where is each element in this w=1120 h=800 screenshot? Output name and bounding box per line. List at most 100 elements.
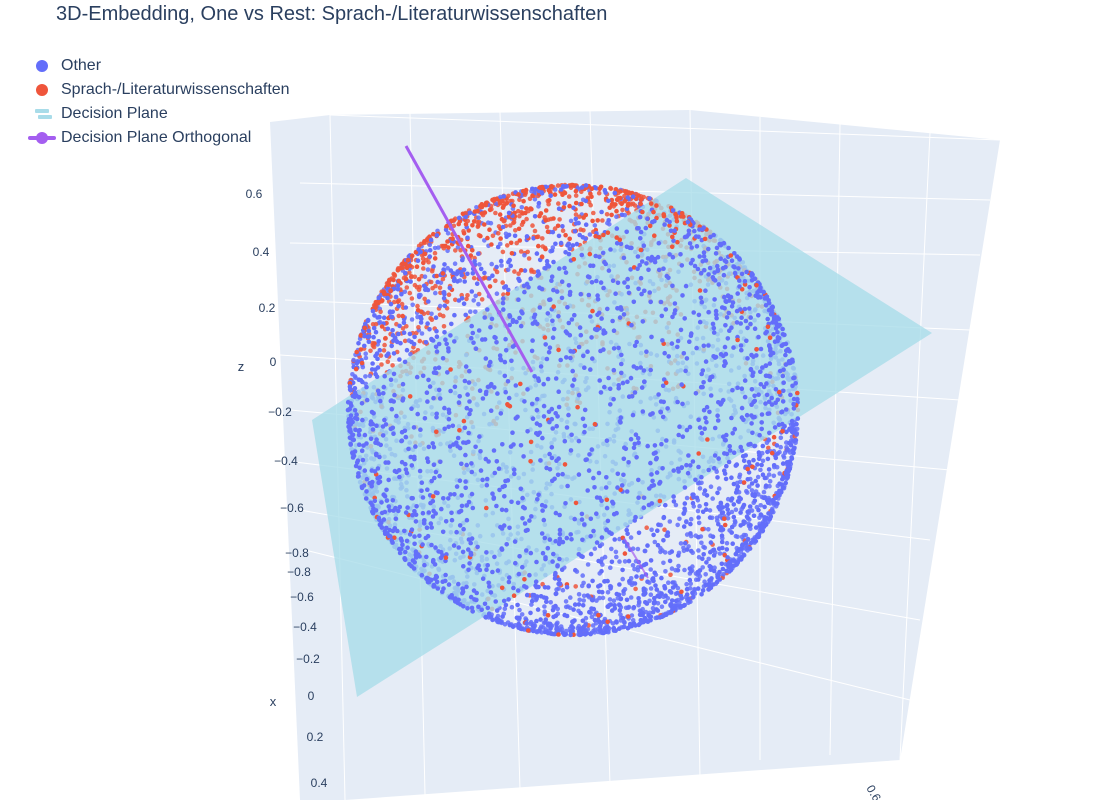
point-sprach xyxy=(500,199,505,204)
point-other xyxy=(362,468,368,473)
point-sprach xyxy=(457,428,462,433)
point-other xyxy=(550,335,556,341)
point-sprach xyxy=(372,341,377,346)
point-other xyxy=(485,384,491,390)
point-sprach xyxy=(368,348,373,354)
point-other xyxy=(553,591,559,596)
point-sprach xyxy=(644,525,649,530)
point-other xyxy=(585,488,590,493)
point-other xyxy=(671,494,676,499)
point-other xyxy=(706,467,711,473)
point-other xyxy=(645,579,650,584)
point-other xyxy=(375,388,381,394)
point-other xyxy=(502,373,508,379)
point-other xyxy=(684,586,690,592)
point-other xyxy=(525,429,530,434)
point-other xyxy=(557,527,563,533)
point-other xyxy=(620,380,626,386)
point-other xyxy=(466,430,472,436)
point-other xyxy=(733,519,738,525)
point-sprach xyxy=(573,500,579,506)
point-other xyxy=(366,328,372,334)
point-sprach xyxy=(509,251,515,256)
point-other xyxy=(682,506,687,512)
point-other xyxy=(473,444,478,450)
point-other xyxy=(351,437,357,443)
point-other xyxy=(616,383,621,388)
point-other xyxy=(547,345,553,351)
point-other xyxy=(529,514,534,519)
point-other xyxy=(713,308,719,314)
point-sprach xyxy=(604,497,610,503)
point-other xyxy=(402,528,407,534)
point-other xyxy=(546,350,552,355)
point-other xyxy=(415,552,421,557)
point-other xyxy=(747,292,752,297)
point-other xyxy=(621,588,626,594)
point-other xyxy=(643,225,649,231)
point-other xyxy=(374,374,380,380)
point-other xyxy=(554,289,560,294)
point-other xyxy=(548,600,553,605)
point-sprach xyxy=(780,429,785,434)
point-other xyxy=(547,537,553,542)
point-other xyxy=(587,609,592,615)
point-other xyxy=(634,574,639,579)
point-sprach xyxy=(476,223,481,228)
point-sprach xyxy=(373,300,379,305)
point-other xyxy=(780,476,785,482)
point-other xyxy=(556,389,561,395)
point-other xyxy=(724,463,729,469)
point-other xyxy=(403,270,408,276)
point-other xyxy=(527,518,532,523)
point-other xyxy=(558,240,564,246)
legend-item-sprach[interactable]: Sprach-/Literaturwissenschaften xyxy=(24,78,290,102)
point-other xyxy=(583,622,588,628)
point-other xyxy=(613,549,619,555)
point-other xyxy=(476,251,481,256)
point-other xyxy=(594,511,599,516)
point-other xyxy=(752,443,757,449)
point-other xyxy=(472,597,477,602)
point-other xyxy=(610,318,615,324)
point-other xyxy=(758,369,763,375)
point-sprach xyxy=(391,271,397,277)
point-other xyxy=(507,525,512,531)
point-sprach xyxy=(670,234,675,240)
point-other xyxy=(548,626,553,631)
point-other xyxy=(539,502,545,508)
point-sprach xyxy=(573,212,579,217)
point-other xyxy=(576,592,582,597)
point-other xyxy=(577,597,582,603)
point-other xyxy=(563,270,569,275)
point-other xyxy=(660,414,666,420)
point-other xyxy=(483,615,489,620)
point-other xyxy=(474,205,479,210)
point-other xyxy=(648,567,653,572)
point-other xyxy=(696,534,701,540)
point-other xyxy=(498,357,504,363)
point-other xyxy=(599,209,604,215)
legend-item-decision-plane-orthogonal[interactable]: Decision Plane Orthogonal xyxy=(24,126,290,150)
point-other xyxy=(468,309,473,315)
point-other xyxy=(700,259,705,264)
point-other xyxy=(744,488,749,494)
point-other xyxy=(516,571,522,577)
point-other xyxy=(402,428,408,434)
point-other xyxy=(672,311,677,316)
point-sprach xyxy=(622,551,628,556)
point-sprach xyxy=(596,190,602,196)
point-other xyxy=(595,312,600,318)
legend-item-decision-plane[interactable]: Decision Plane xyxy=(24,102,290,126)
point-other xyxy=(452,492,457,497)
point-other xyxy=(434,411,440,417)
legend-item-other[interactable]: Other xyxy=(24,54,290,78)
point-other xyxy=(793,438,799,443)
point-sprach xyxy=(638,201,643,207)
point-other xyxy=(428,237,434,243)
point-other xyxy=(648,586,654,591)
point-other xyxy=(402,289,408,295)
point-other xyxy=(783,341,789,347)
point-other xyxy=(783,352,788,358)
